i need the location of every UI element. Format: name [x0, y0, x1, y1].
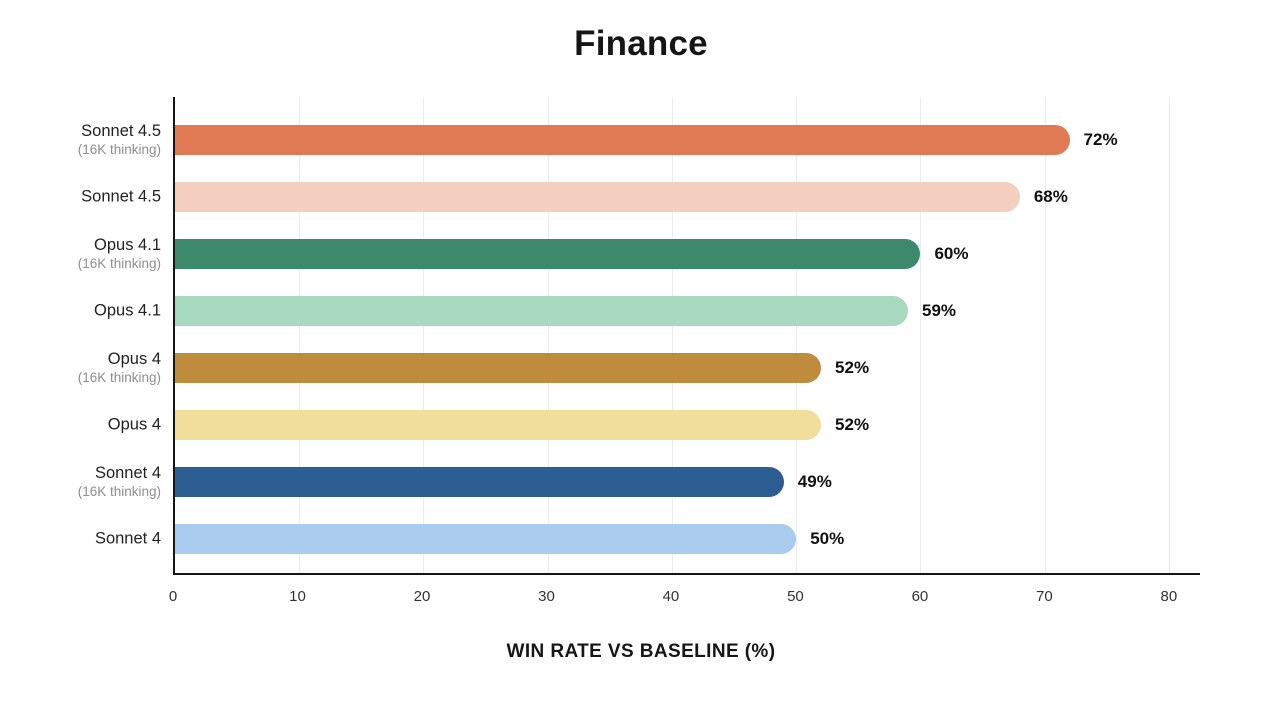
value-label: 52%: [835, 357, 870, 377]
category-label-main: Sonnet 4: [94, 463, 161, 482]
category-label: Opus 4 (16K thinking): [78, 348, 161, 386]
category-labels-column: Sonnet 4.5 (16K thinking) Sonnet 4.5 Opus 4…: [0, 97, 173, 575]
category-label-main: Opus 4.1: [94, 301, 161, 320]
x-tick-label: 50: [787, 588, 804, 605]
x-tick-label: 80: [1160, 588, 1178, 605]
bar: [175, 523, 797, 554]
x-tick-label: 70: [1036, 588, 1053, 605]
bar: [175, 238, 921, 269]
x-tick-label: 20: [413, 588, 431, 605]
x-tick-label: 60: [911, 588, 929, 605]
bar: [175, 124, 1070, 155]
x-axis-tick-row: 0 10 20 30 40 50 60 70 80: [169, 588, 1200, 612]
value-label: 59%: [922, 300, 957, 320]
plot-area: 72% 68% 60% 59% 52% 52% 49% 50%: [173, 97, 1200, 575]
category-label-main: Opus 4: [107, 415, 161, 434]
x-tick-label: 10: [289, 588, 306, 605]
gridline: [796, 97, 798, 573]
category-label: Sonnet 4.5 (16K thinking): [78, 120, 161, 158]
category-label-main: Sonnet 4.5: [81, 121, 161, 140]
category-label: Opus 4.1: [94, 300, 161, 321]
chart-title: Finance: [574, 24, 708, 63]
gridline: [920, 97, 922, 573]
value-label: 72%: [1083, 129, 1118, 149]
bar: [175, 352, 822, 383]
gridline: [1044, 97, 1046, 573]
category-label-sub: (16K thinking): [77, 142, 161, 158]
value-label: 49%: [797, 471, 832, 491]
category-label: Sonnet 4: [95, 528, 161, 549]
value-label: 68%: [1033, 186, 1068, 206]
bar: [175, 409, 822, 440]
category-label-sub: (16K thinking): [77, 484, 161, 500]
category-label: Sonnet 4.5: [81, 186, 161, 207]
x-tick-label: 0: [168, 588, 178, 605]
category-label: Opus 4: [108, 414, 161, 435]
gridline: [423, 97, 425, 573]
gridline: [299, 97, 301, 573]
gridline: [671, 97, 673, 573]
category-label-sub: (16K thinking): [77, 256, 161, 272]
category-label-main: Opus 4.1: [94, 235, 161, 254]
x-axis-label: WIN RATE VS BASELINE (%): [506, 641, 776, 662]
category-label-main: Sonnet 4.5: [81, 187, 161, 206]
x-tick-label: 40: [662, 588, 680, 605]
category-label-main: Sonnet 4: [94, 529, 161, 548]
gridline: [547, 97, 549, 573]
category-label-sub: (16K thinking): [77, 370, 161, 386]
bar: [175, 295, 909, 326]
value-label: 50%: [810, 528, 845, 548]
bar: [175, 181, 1020, 212]
category-label: Opus 4.1 (16K thinking): [78, 234, 161, 272]
value-label: 52%: [835, 414, 870, 434]
category-label-main: Opus 4: [107, 349, 161, 368]
category-label: Sonnet 4 (16K thinking): [78, 462, 161, 500]
x-tick-label: 30: [538, 588, 555, 605]
value-label: 60%: [934, 243, 969, 263]
gridline: [1168, 97, 1170, 573]
bar: [175, 466, 784, 497]
